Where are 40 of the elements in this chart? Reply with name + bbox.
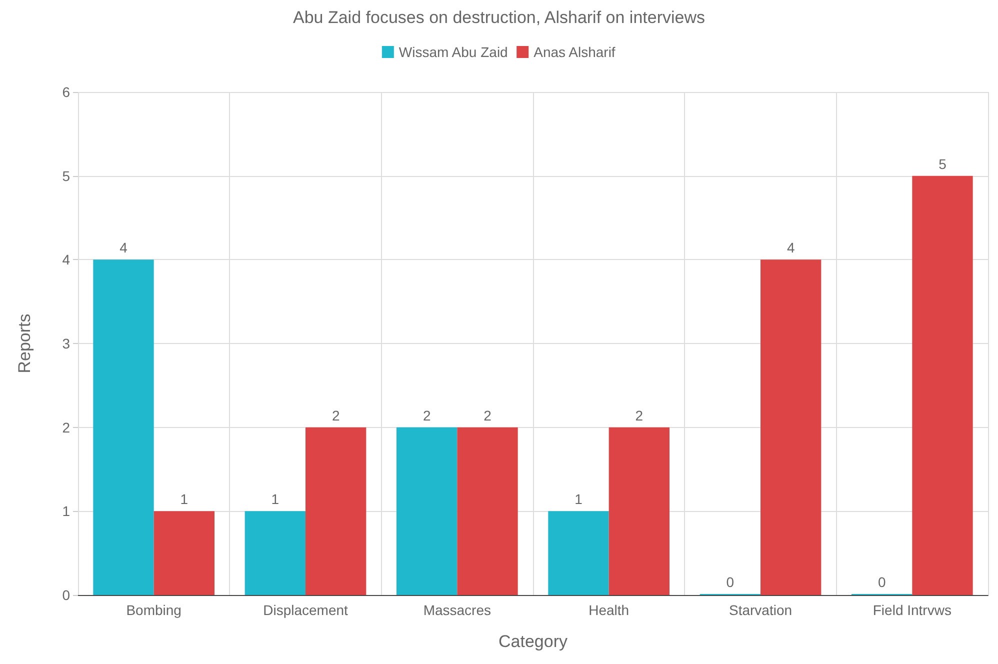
y-tick-label: 1	[62, 503, 70, 520]
data-label: 1	[180, 491, 188, 508]
y-tick-label: 4	[62, 252, 70, 268]
x-tick-label: Field Intrvws	[872, 602, 952, 618]
y-axis-title: Reports	[15, 314, 34, 374]
bar	[154, 511, 214, 595]
bar	[396, 427, 458, 595]
x-tick-label: Massacres	[423, 602, 492, 618]
bar	[548, 511, 609, 595]
data-label: 0	[878, 574, 886, 590]
x-tick-label: Bombing	[126, 602, 182, 618]
data-label: 4	[120, 240, 128, 256]
x-tick-label: Health	[588, 602, 630, 618]
bar	[912, 176, 973, 595]
data-label: 2	[422, 407, 431, 424]
x-axis-title: Category	[498, 632, 568, 651]
chart-subtitle: Abu Zaid focuses on destruction, Alsharif on interviews	[293, 8, 705, 27]
bar	[608, 427, 670, 595]
legend-label: Anas Alsharif	[534, 44, 616, 60]
bar	[457, 427, 518, 595]
data-label: 1	[574, 491, 583, 508]
x-tick-label: Displacement	[263, 602, 348, 618]
data-label: 4	[786, 240, 795, 256]
data-label: 5	[938, 156, 947, 172]
data-label: 2	[635, 407, 644, 424]
data-label: 2	[484, 407, 492, 424]
bar	[306, 427, 366, 595]
bar	[760, 260, 822, 595]
x-tick-label: Starvation	[728, 602, 792, 618]
data-label: 0	[726, 574, 734, 590]
y-tick-label: 3	[62, 336, 70, 352]
data-label: 1	[271, 491, 280, 508]
legend-label: Wissam Abu Zaid	[398, 44, 508, 60]
bar	[93, 260, 154, 595]
y-tick-label: 6	[62, 84, 70, 100]
y-tick-label: 5	[62, 168, 70, 184]
y-tick-label: 2	[62, 419, 70, 436]
bar	[244, 511, 306, 595]
data-label: 2	[332, 407, 340, 424]
y-tick-label: 0	[62, 587, 70, 603]
